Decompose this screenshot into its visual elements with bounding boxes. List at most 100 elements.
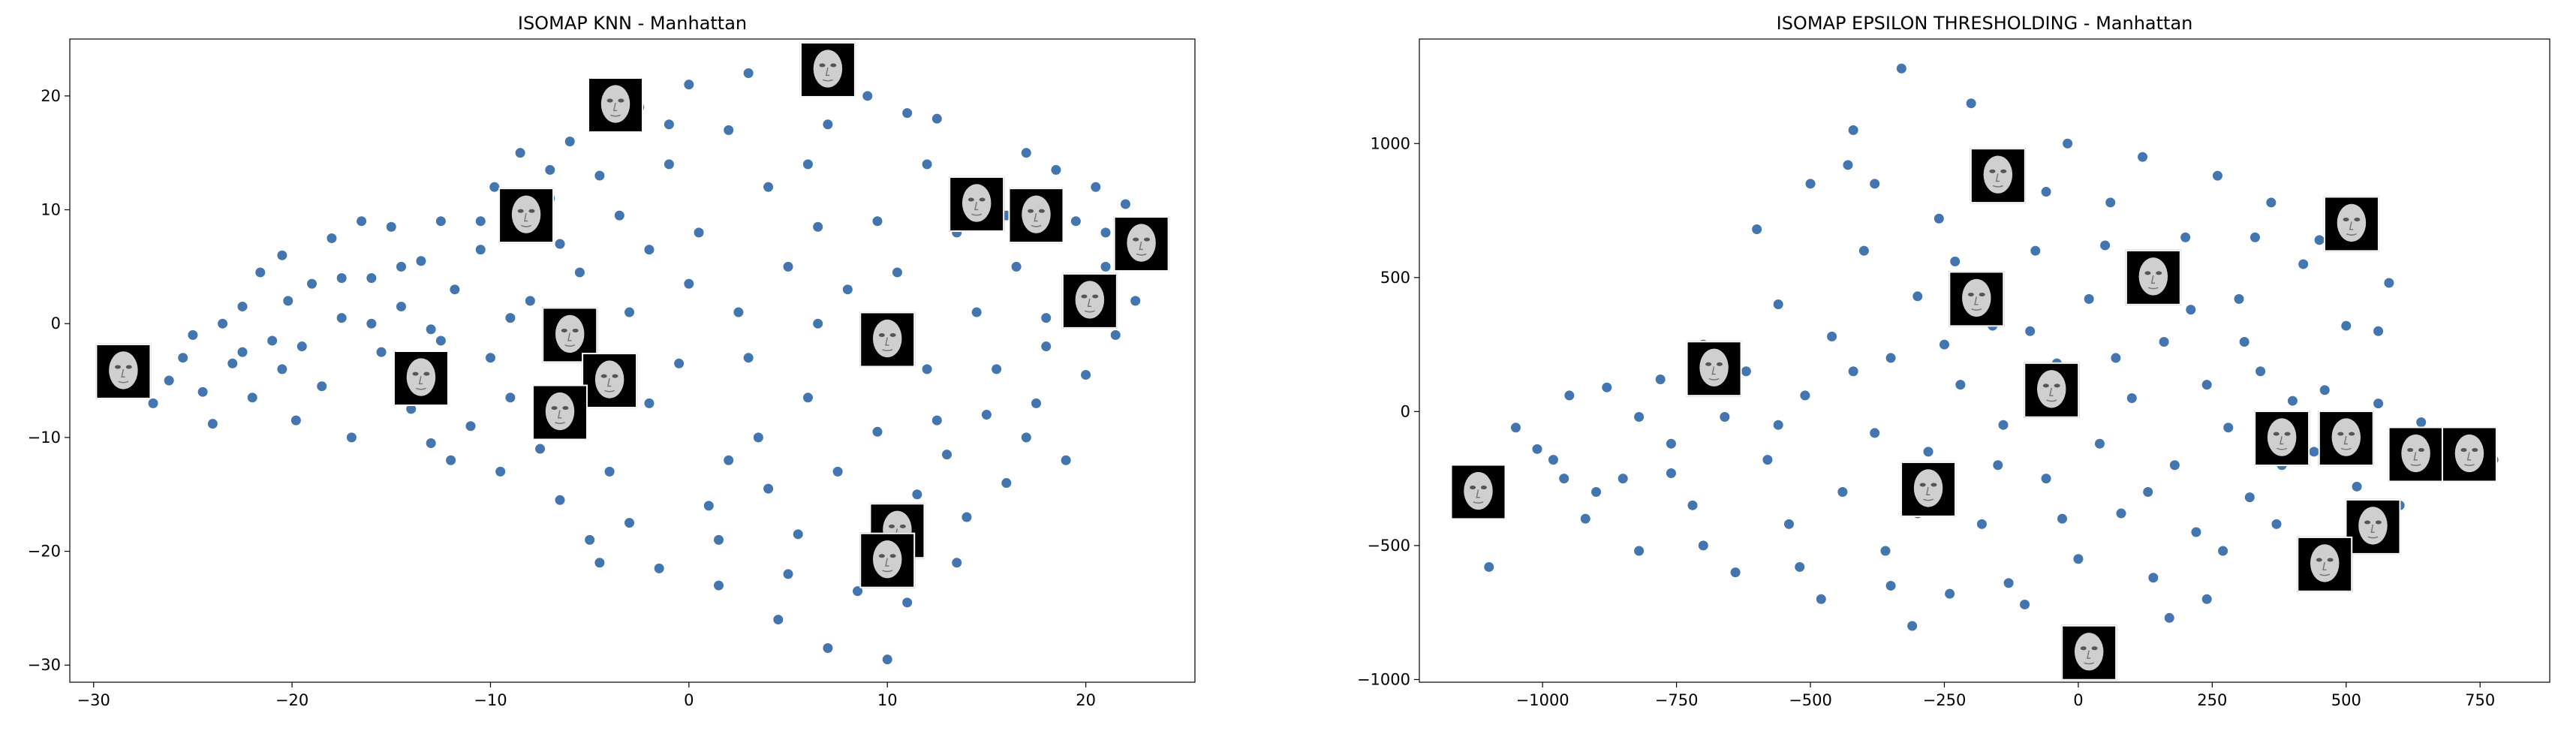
scatter-point [2164,612,2174,623]
scatter-plot-knn: ISOMAP KNN - Manhattan −30 −20 −10 0 10 20 −3… [28,13,1196,709]
scatter-point [1993,460,2003,471]
face-thumbnails [1450,148,2497,681]
scatter-point [406,404,417,414]
scatter-point [357,216,367,227]
scatter-point [465,421,476,432]
scatter-point [396,301,407,311]
scatter-point [426,324,436,335]
scatter-point [1762,455,1773,465]
scatter-point [931,415,942,426]
scatter-point [942,450,952,460]
scatter-point [574,267,585,278]
scatter-point [872,426,883,437]
scatter-point [1532,444,1542,454]
scatter-point [1580,513,1590,524]
y-tick-label: −20 [28,543,61,561]
scatter-point [525,296,535,306]
x-tick-label: 250 [2197,691,2227,709]
face-thumbnail-icon [588,77,644,133]
scatter-point [1655,374,1666,384]
scatter-point [237,347,248,357]
scatter-point [1843,160,1853,170]
scatter-point [1666,468,1676,478]
x-tick-label: −250 [1923,691,1967,709]
scatter-point [2319,385,2330,396]
scatter-point [1885,353,1896,363]
scatter-point [197,387,208,397]
scatter-point [724,455,734,465]
scatter-point [2201,380,2212,390]
scatter-point [283,296,293,306]
scatter-point [277,250,287,260]
scatter-point [1870,428,1880,438]
scatter-point [148,398,158,408]
face-thumbnail-icon [2125,249,2181,305]
scatter-point [1687,500,1698,510]
scatter-point [2223,423,2234,433]
scatter-point [2298,259,2309,269]
x-axis: −30 −20 −10 0 10 20 [77,682,1096,709]
scatter-point [2309,447,2319,457]
scatter-point [346,432,357,443]
scatter-plot-epsilon: ISOMAP EPSILON THRESHOLDING - Manhattan … [1357,13,2550,709]
scatter-point [1966,98,1976,109]
scatter-point [2025,326,2036,336]
scatter-point [802,159,813,170]
scatter-point [1591,486,1602,497]
scatter-point [664,159,674,170]
x-axis: −1000 −750 −500 −250 0 250 500 750 [1516,682,2495,709]
x-tick-label: 750 [2465,691,2495,709]
x-tick-label: −500 [1789,691,1832,709]
face-thumbnail-icon [2024,362,2080,418]
scatter-point [366,318,377,329]
scatter-point [931,113,942,124]
scatter-point [178,353,188,363]
scatter-point [218,318,228,329]
face-thumbnail-icon [2388,426,2444,483]
scatter-point [1805,179,1816,189]
face-thumbnail-icon [799,41,856,98]
scatter-point [495,466,506,477]
scatter-point [426,438,436,448]
scatter-point [1634,411,1645,422]
scatter-point [2003,578,2014,588]
scatter-point [1950,256,1961,266]
scatter-point [1031,398,1042,408]
scatter-point [450,284,460,295]
scatter-point [2186,305,2196,315]
scatter-point [1100,227,1111,238]
scatter-point [1559,474,1569,484]
scatter-point [1773,299,1783,310]
scatter-point [2314,235,2325,245]
scatter-point [296,341,307,352]
scatter-point [813,221,823,232]
scatter-point [1837,486,1848,497]
scatter-point [2239,337,2249,347]
scatter-point [763,182,774,192]
scatter-point [2234,293,2244,304]
face-thumbnail-icon [2441,426,2497,483]
scatter-point [1934,213,1944,224]
y-tick-label: −1000 [1357,670,1410,688]
scatter-point [753,432,763,443]
face-thumbnail-icon [498,188,555,244]
scatter-point [1880,546,1891,556]
scatter-point [188,329,198,340]
scatter-point [1896,63,1906,74]
scatter-point [1021,148,1031,158]
scatter-point [2384,278,2394,288]
scatter-point [664,119,674,130]
scatter-point [1923,447,1934,457]
scatter-point [2041,187,2051,197]
face-thumbnail-icon [582,353,638,409]
scatter-point [290,415,301,426]
scatter-point [2148,573,2159,583]
scatter-point [2256,366,2266,377]
scatter-point [1100,261,1111,272]
scatter-point [1666,438,1676,449]
scatter-point [922,159,932,170]
scatter-point [1120,199,1130,209]
scatter-point [2041,474,2051,484]
chart-title: ISOMAP EPSILON THRESHOLDING - Manhattan [1777,13,2193,34]
